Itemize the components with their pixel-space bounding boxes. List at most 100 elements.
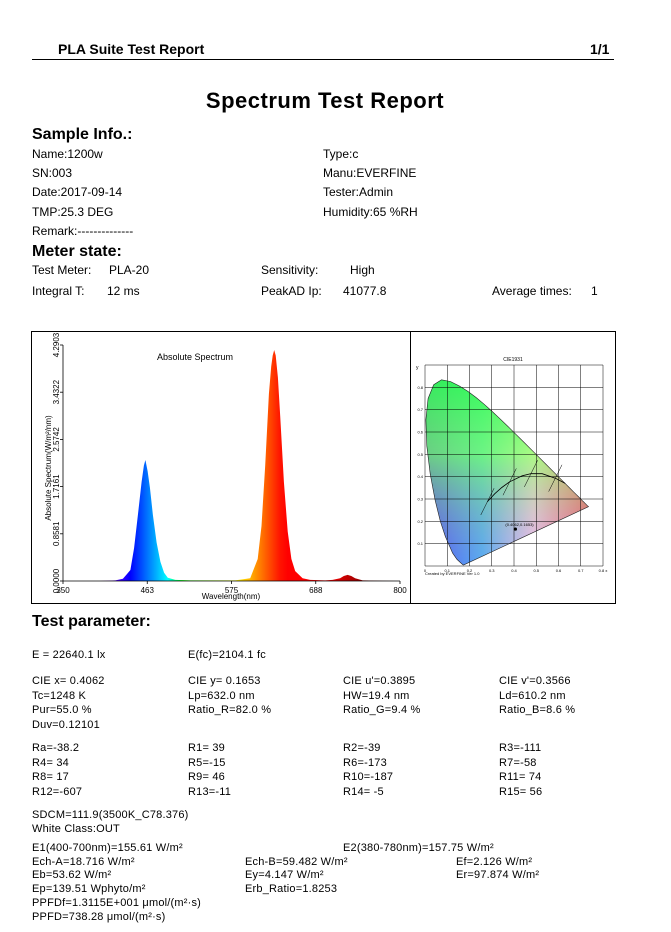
spectrum-area <box>63 350 400 581</box>
cie-x-tick-label: 0.1 <box>444 568 450 573</box>
sample-type: Type:c <box>323 147 359 161</box>
cie-x-tick-label: 0.6 <box>556 568 562 573</box>
irradiance-er: Er=97.874 W/m² <box>456 869 540 881</box>
irradiance-ech-a: Ech-A=18.716 W/m² <box>32 856 135 868</box>
sample-remark: Remark:-------------- <box>32 224 134 238</box>
cie-chart: (0.4062,0.1653) 0 0.1 0.2 0.3 0.4 0.5 0.6 0.7 0.8… <box>416 357 608 576</box>
cie-measured-point <box>513 527 517 531</box>
duv: Duv=0.12101 <box>32 719 100 731</box>
cie-isotemperature-line <box>480 488 495 516</box>
spectrum-chart: 350 463 575 688 800 0.0000 0.8581 1.7161 2.5742 3… <box>44 332 407 601</box>
irradiance-e2: E2(380-780nm)=157.75 W/m² <box>343 842 494 854</box>
spectrum-x-tick-label: 575 <box>225 586 239 595</box>
cie-u-value: CIE u'=0.3895 <box>343 675 416 687</box>
sample-date: Date:2017-09-14 <box>32 185 123 199</box>
cri-r9: R9= 46 <box>188 771 225 783</box>
illuminance-lx: E = 22640.1 lx <box>32 649 106 661</box>
cie-x-tick-label: 0.7 <box>578 568 584 573</box>
dominant-wavelength: Ld=610.2 nm <box>499 690 566 702</box>
test-meter-label: Test Meter: <box>32 263 92 277</box>
cri-r8: R8= 17 <box>32 771 69 783</box>
spectrum-x-tick-label: 688 <box>309 586 323 595</box>
cie-isotemperature-line <box>524 460 538 488</box>
cie-y-tick-label: 0.2 <box>417 519 423 524</box>
cie-x-value: CIE x= 0.4062 <box>32 675 105 687</box>
ppfdf: PPFDf=1.3115E+001 μmol/(m²·s) <box>32 897 202 909</box>
meter-state-heading: Meter state: <box>32 243 122 260</box>
sample-temperature: TMP:25.3 DEG <box>32 205 114 219</box>
cri-r5: R5=-15 <box>188 757 226 769</box>
irradiance-ey: Ey=4.147 W/m² <box>245 869 324 881</box>
cie-y-tick-label: 0.5 <box>417 452 423 457</box>
cie-y-axis-label: y <box>416 365 419 371</box>
cie-point-label: (0.4062,0.1653) <box>505 522 534 527</box>
spectrum-y-tick-label: 4.2903 <box>52 332 61 357</box>
irradiance-eb: Eb=53.62 W/m² <box>32 869 112 881</box>
spectrum-x-tick-label: 800 <box>393 586 407 595</box>
ratio-red: Ratio_R=82.0 % <box>188 704 272 716</box>
cie-v-value: CIE v'=0.3566 <box>499 675 571 687</box>
sensitivity-label: Sensitivity: <box>261 263 319 277</box>
cie-x-tick-label: 0.4 <box>511 568 517 573</box>
header-rule <box>32 59 614 60</box>
cri-r6: R6=-173 <box>343 757 387 769</box>
erb-ratio: Erb_Ratio=1.8253 <box>245 883 338 895</box>
purity: Pur=55.0 % <box>32 704 92 716</box>
spectrum-x-tick-label: 463 <box>141 586 155 595</box>
cri-r14: R14= -5 <box>343 786 384 798</box>
average-times-label: Average times: <box>492 284 572 298</box>
sample-humidity: Humidity:65 %RH <box>323 205 418 219</box>
page-title: Spectrum Test Report <box>205 88 445 113</box>
cie-y-tick-label: 0.8 <box>417 385 423 390</box>
peak-wavelength: Lp=632.0 nm <box>188 690 255 702</box>
integral-time-label: Integral T: <box>32 284 85 298</box>
sensitivity-value: High <box>350 263 375 277</box>
irradiance-e1: E1(400-700nm)=155.61 W/m² <box>32 842 183 854</box>
cie-x-tick-label: 0.8 x <box>599 568 608 573</box>
cri-r7: R7=-58 <box>499 757 537 769</box>
cie-y-value: CIE y= 0.1653 <box>188 675 261 687</box>
cie-footer-note: Created by EVERFINE Ver 1.0 <box>425 571 480 576</box>
cri-r10: R10=-187 <box>343 771 394 783</box>
sdcm: SDCM=111.9(3500K_C78.376) <box>32 809 189 821</box>
cie-chart-frame: (0.4062,0.1653) 0 0.1 0.2 0.3 0.4 0.5 0.6 0.7 0.8… <box>410 331 616 604</box>
cie-y-tick-label: 0.3 <box>417 497 423 502</box>
half-width: HW=19.4 nm <box>343 690 410 702</box>
color-temperature: Tc=1248 K <box>32 690 87 702</box>
cri-r1: R1= 39 <box>188 742 225 754</box>
peak-ad-label: PeakAD Ip: <box>261 284 322 298</box>
irradiance-ech-b: Ech-B=59.482 W/m² <box>245 856 348 868</box>
spectrum-chart-frame: 350 463 575 688 800 0.0000 0.8581 1.7161 2.5742 3… <box>31 331 412 604</box>
cri-r2: R2=-39 <box>343 742 381 754</box>
spectrum-y-tick-label: 0.8581 <box>52 521 61 546</box>
cie-y-tick-label: 0.7 <box>417 407 423 412</box>
integral-time-value: 12 ms <box>107 284 140 298</box>
sample-name: Name:1200w <box>32 147 103 161</box>
irradiance-ep: Ep=139.51 Wphyto/m² <box>32 883 146 895</box>
average-times-value: 1 <box>591 284 598 298</box>
cri-r3: R3=-111 <box>499 742 542 754</box>
spectrum-y-axis-label: Absolute Spectrum(W/m²/nm) <box>44 415 53 521</box>
cie-isotemperature-line <box>502 468 517 496</box>
cie-y-tick-label: 0.4 <box>417 474 423 479</box>
ratio-blue: Ratio_B=8.6 % <box>499 704 576 716</box>
cie-y-tick-label: 0.1 <box>417 541 423 546</box>
spectrum-chart-title: Absolute Spectrum <box>157 352 233 362</box>
spectrum-x-axis-label: Wavelength(nm) <box>202 592 261 601</box>
cie-y-tick-label: 0.6 <box>417 430 423 435</box>
spectrum-y-tick-label: 1.7161 <box>52 474 61 499</box>
irradiance-ef: Ef=2.126 W/m² <box>456 856 533 868</box>
test-parameter-heading: Test parameter: <box>32 613 151 630</box>
test-meter-value: PLA-20 <box>109 263 150 277</box>
spectrum-y-tick-label: 3.4322 <box>52 379 61 404</box>
cie-isotemperature-line <box>548 464 563 492</box>
cie-spectral-locus <box>425 379 590 566</box>
white-class: White Class:OUT <box>32 823 120 835</box>
cri-r13: R13=-11 <box>188 786 232 798</box>
cie-x-tick-label: 0.3 <box>489 568 495 573</box>
sample-tester: Tester:Admin <box>323 185 394 199</box>
cri-r15: R15= 56 <box>499 786 543 798</box>
cie-chart-title: CIE1931 <box>503 357 523 363</box>
spectrum-x-tick-label: 350 <box>56 586 70 595</box>
ratio-green: Ratio_G=9.4 % <box>343 704 421 716</box>
